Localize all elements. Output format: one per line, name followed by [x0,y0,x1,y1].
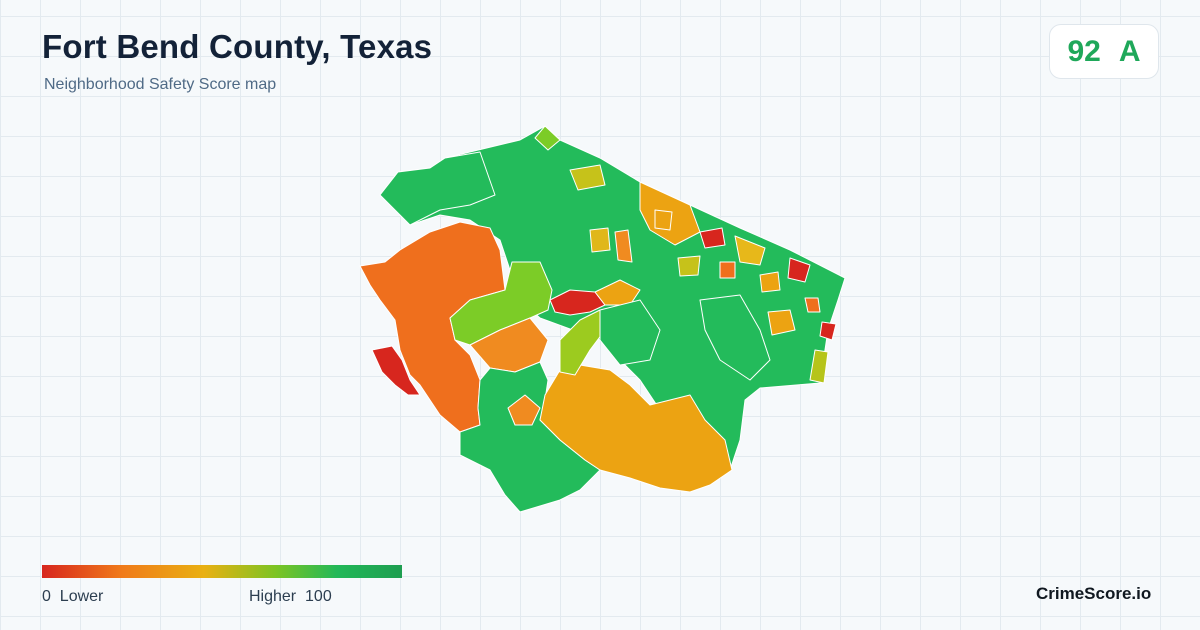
region-south-amber [539,364,733,493]
region-east-yellow-3 [677,255,701,277]
region-n-lightgreen [534,125,561,151]
legend-min-label: 0 Lower [42,588,104,605]
region-n-amber-5 [614,229,633,263]
region-center-tract [599,299,661,366]
region-ne-red-3 [819,321,837,341]
brand-name: CrimeScore.io [1036,584,1152,603]
region-ne-yellow [809,349,829,384]
region-central-amber [594,279,641,306]
region-northwest [379,151,496,226]
region-n-yellow-2 [589,227,611,253]
region-east-orange-2 [719,261,736,279]
region-n-yellow-1 [569,164,606,191]
region-east-amber-6 [759,271,781,293]
legend-max-label: Higher 100 [249,588,332,605]
legend-gradient-bar [42,565,402,578]
region-ne-amber-2 [734,235,766,266]
region-small-orange [507,394,541,426]
region-south-green [459,361,601,513]
score-value: 92 [1067,34,1101,68]
region-ne-red-2 [787,257,811,283]
region-center-yellowgreen [559,309,606,376]
region-ne-red-1 [699,227,726,249]
region-n-amber-4 [654,209,673,231]
region-central-red [549,289,606,316]
region-ne-orange-1 [804,297,821,313]
region-east-tract [699,294,771,381]
score-grade: A [1118,34,1141,68]
region-west-red [371,345,421,396]
score-badge: 92 A [1049,24,1159,79]
page-title: Fort Bend County, Texas [42,28,433,65]
page-subtitle: Neighborhood Safety Score map [44,76,277,93]
region-ne-amber-3 [767,309,796,336]
